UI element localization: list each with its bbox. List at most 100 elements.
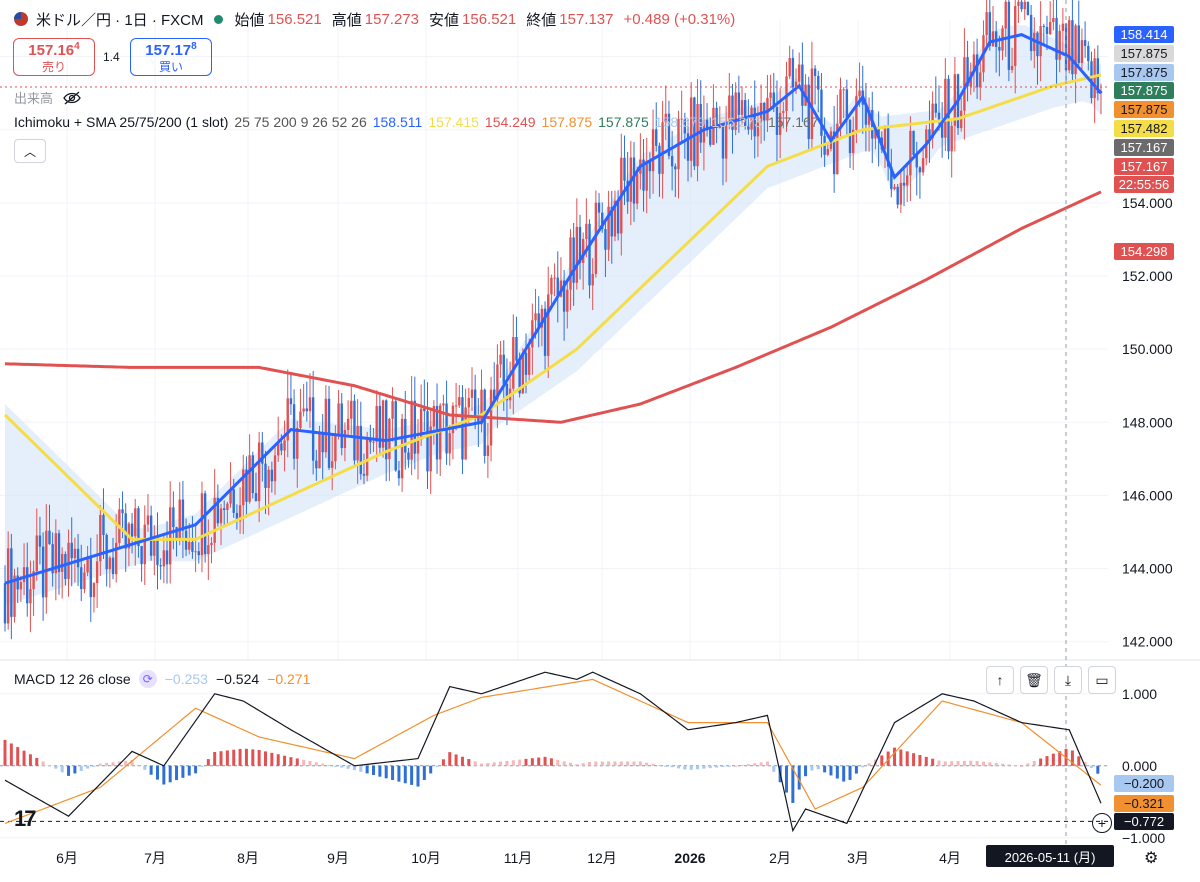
close-value: 157.137 [559,10,614,28]
macd-histogram-bar [473,761,477,766]
candle-body [566,289,569,312]
macd-histogram-bar [499,761,503,766]
candle-body [664,113,667,123]
macd-histogram-bar [632,761,636,766]
macd-histogram-bar [467,759,471,766]
volume-legend[interactable]: 出来高 [14,88,81,107]
move-pane-up-button[interactable]: ↑ [986,666,1014,694]
indicator-legend[interactable]: Ichimoku + SMA 25/75/200 (1 slot) 25 75 … [14,114,819,130]
macd-histogram-bar [257,749,261,766]
macd-histogram-bar [988,762,992,766]
sync-icon[interactable]: ⟳ [138,670,157,688]
macd-histogram-bar [238,748,242,766]
candle-body [1074,25,1077,75]
candle-body [902,182,906,186]
candle-body [731,95,734,130]
candle-body [321,433,324,453]
candle-body [550,277,553,295]
indicator-value: 157.875 [541,114,593,130]
macd-histogram-bar [1026,763,1030,766]
y-tick-label: 148.000 [1122,414,1173,430]
candle-body [750,107,753,130]
market-open-dot-icon [213,14,223,24]
candle-body [1036,32,1039,57]
indicator-value: 157.415 [428,114,479,130]
high-value: 157.273 [364,10,419,28]
macd-histogram-bar [638,761,642,766]
candle-body [289,398,293,405]
macd-histogram-bar [232,749,236,766]
macd-histogram-bar [784,765,788,793]
collapse-pane-button[interactable]: ⤓ [1054,666,1082,694]
candle-body [1061,23,1065,31]
add-plus-icon[interactable]: + [1092,813,1112,833]
symbol-title[interactable]: 米ドル／円 · 1日 · FXCM [36,11,204,29]
candle-body [432,406,436,427]
candle-body [32,571,35,590]
candle-body [26,567,29,604]
candle-body [813,68,817,76]
macd-histogram-bar [575,764,579,766]
candle-body [200,493,204,556]
candle-body [604,229,607,250]
price-axis-tag: 157.875 [1114,45,1174,62]
price-axis-tag: 158.414 [1114,26,1174,43]
candle-body [410,400,413,460]
candle-body [493,389,496,400]
candle-body [848,119,852,154]
macd-histogram-bar [581,763,585,766]
macd-histogram-bar [206,759,210,766]
macd-histogram-bar [505,760,509,766]
macd-histogram-bar [155,765,159,780]
macd-histogram-bar [702,765,706,769]
candle-body [1068,20,1071,71]
settings-gear-icon[interactable]: ⚙ [1144,850,1159,867]
macd-y-tick-label: 0.000 [1122,758,1157,774]
candle-body [99,514,102,562]
macd-histogram-bar [263,751,267,766]
candle-body [1042,26,1046,28]
candle-body [877,127,880,138]
candle-body [86,558,89,573]
eye-hidden-icon[interactable] [63,91,81,105]
macd-histogram-bar [715,765,719,768]
y-tick-label: 152.000 [1122,268,1173,284]
candle-body [315,460,318,469]
sell-button[interactable]: 157.164 売り [13,38,95,76]
candle-body [709,129,712,145]
tradingview-logo: 17 [14,806,37,831]
candle-body [547,294,550,356]
macd-histogram-bar [893,747,897,766]
candle-body [1026,1,1030,15]
macd-histogram-bar [899,749,903,766]
macd-legend[interactable]: MACD 12 26 close ⟳ −0.253 −0.524 −0.271 [14,670,310,688]
macd-histogram-bar [244,748,248,766]
macd-histogram-bar [73,765,77,774]
macd-histogram-bar [136,764,140,766]
candle-body [988,12,992,47]
candle-body [461,397,464,460]
candle-body [886,127,890,167]
delete-pane-button[interactable]: 🗑 [1020,666,1048,694]
macd-histogram-bar [98,763,102,766]
x-tick-label: 6月 [56,850,78,866]
macd-histogram-bar [270,752,274,766]
candle-body [178,499,181,539]
maximize-pane-button[interactable]: ▭ [1088,666,1116,694]
candle-body [537,313,540,328]
candle-body [1052,18,1055,23]
candle-body [175,527,178,539]
candle-body [864,104,868,125]
macd-histogram-bar [696,765,700,770]
candle-body [696,104,699,167]
macd-histogram-bar [518,759,522,766]
price-axis-tag: 157.167 [1114,158,1174,175]
buy-button[interactable]: 157.178 買い [130,38,212,76]
macd-axis-tag: −0.772 [1114,813,1174,830]
collapse-legend-button[interactable]: ︿ [14,139,46,163]
candle-body [35,535,38,572]
macd-histogram-bar [340,765,344,768]
candle-body [1007,1,1011,70]
candle-body [391,401,394,419]
